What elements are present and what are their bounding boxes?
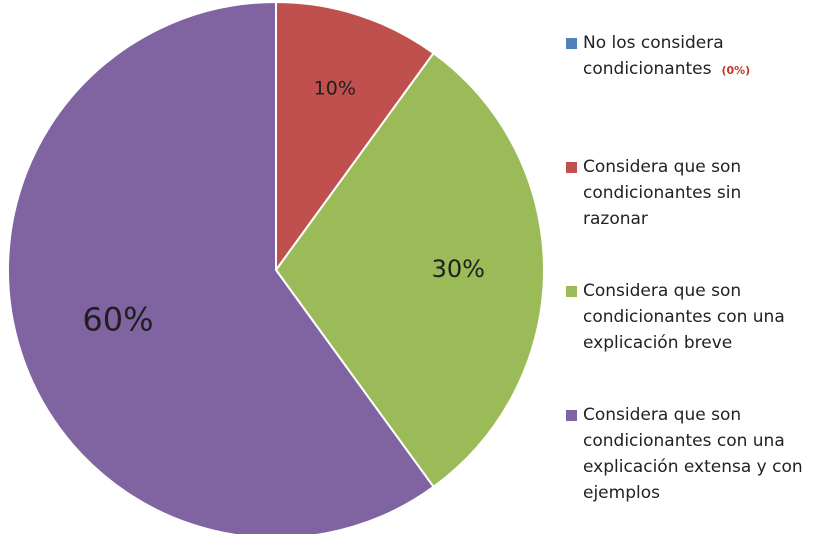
slice-percent-label: 60% bbox=[82, 300, 153, 338]
legend-swatch bbox=[566, 286, 577, 297]
legend-label: Considera que son condicionantes con una… bbox=[583, 281, 785, 353]
legend-swatch bbox=[566, 38, 577, 49]
legend-label: No los considera condicionantes (0%) bbox=[583, 33, 751, 79]
legend-item: Considera que son condicionantes con una… bbox=[566, 278, 785, 356]
legend-swatch bbox=[566, 162, 577, 173]
pie-plot-area: 10% 30% 60% bbox=[7, 0, 545, 534]
legend-item: No los considera condicionantes (0%) bbox=[566, 30, 750, 84]
pie-slice bbox=[7, 0, 435, 534]
legend-item: Considera que son condicionantes sin raz… bbox=[566, 154, 741, 232]
pie-slice bbox=[274, 51, 545, 489]
legend-swatch bbox=[566, 410, 577, 421]
legend-label: Considera que son condicionantes con una… bbox=[583, 405, 803, 503]
slice-percent-label: 10% bbox=[314, 78, 356, 100]
legend-note: (0%) bbox=[721, 64, 751, 77]
legend-label: Considera que son condicionantes sin raz… bbox=[583, 157, 742, 229]
slice-percent-label: 30% bbox=[432, 255, 485, 283]
legend-item: Considera que son condicionantes con una… bbox=[566, 402, 803, 506]
pie-slice bbox=[275, 0, 435, 274]
